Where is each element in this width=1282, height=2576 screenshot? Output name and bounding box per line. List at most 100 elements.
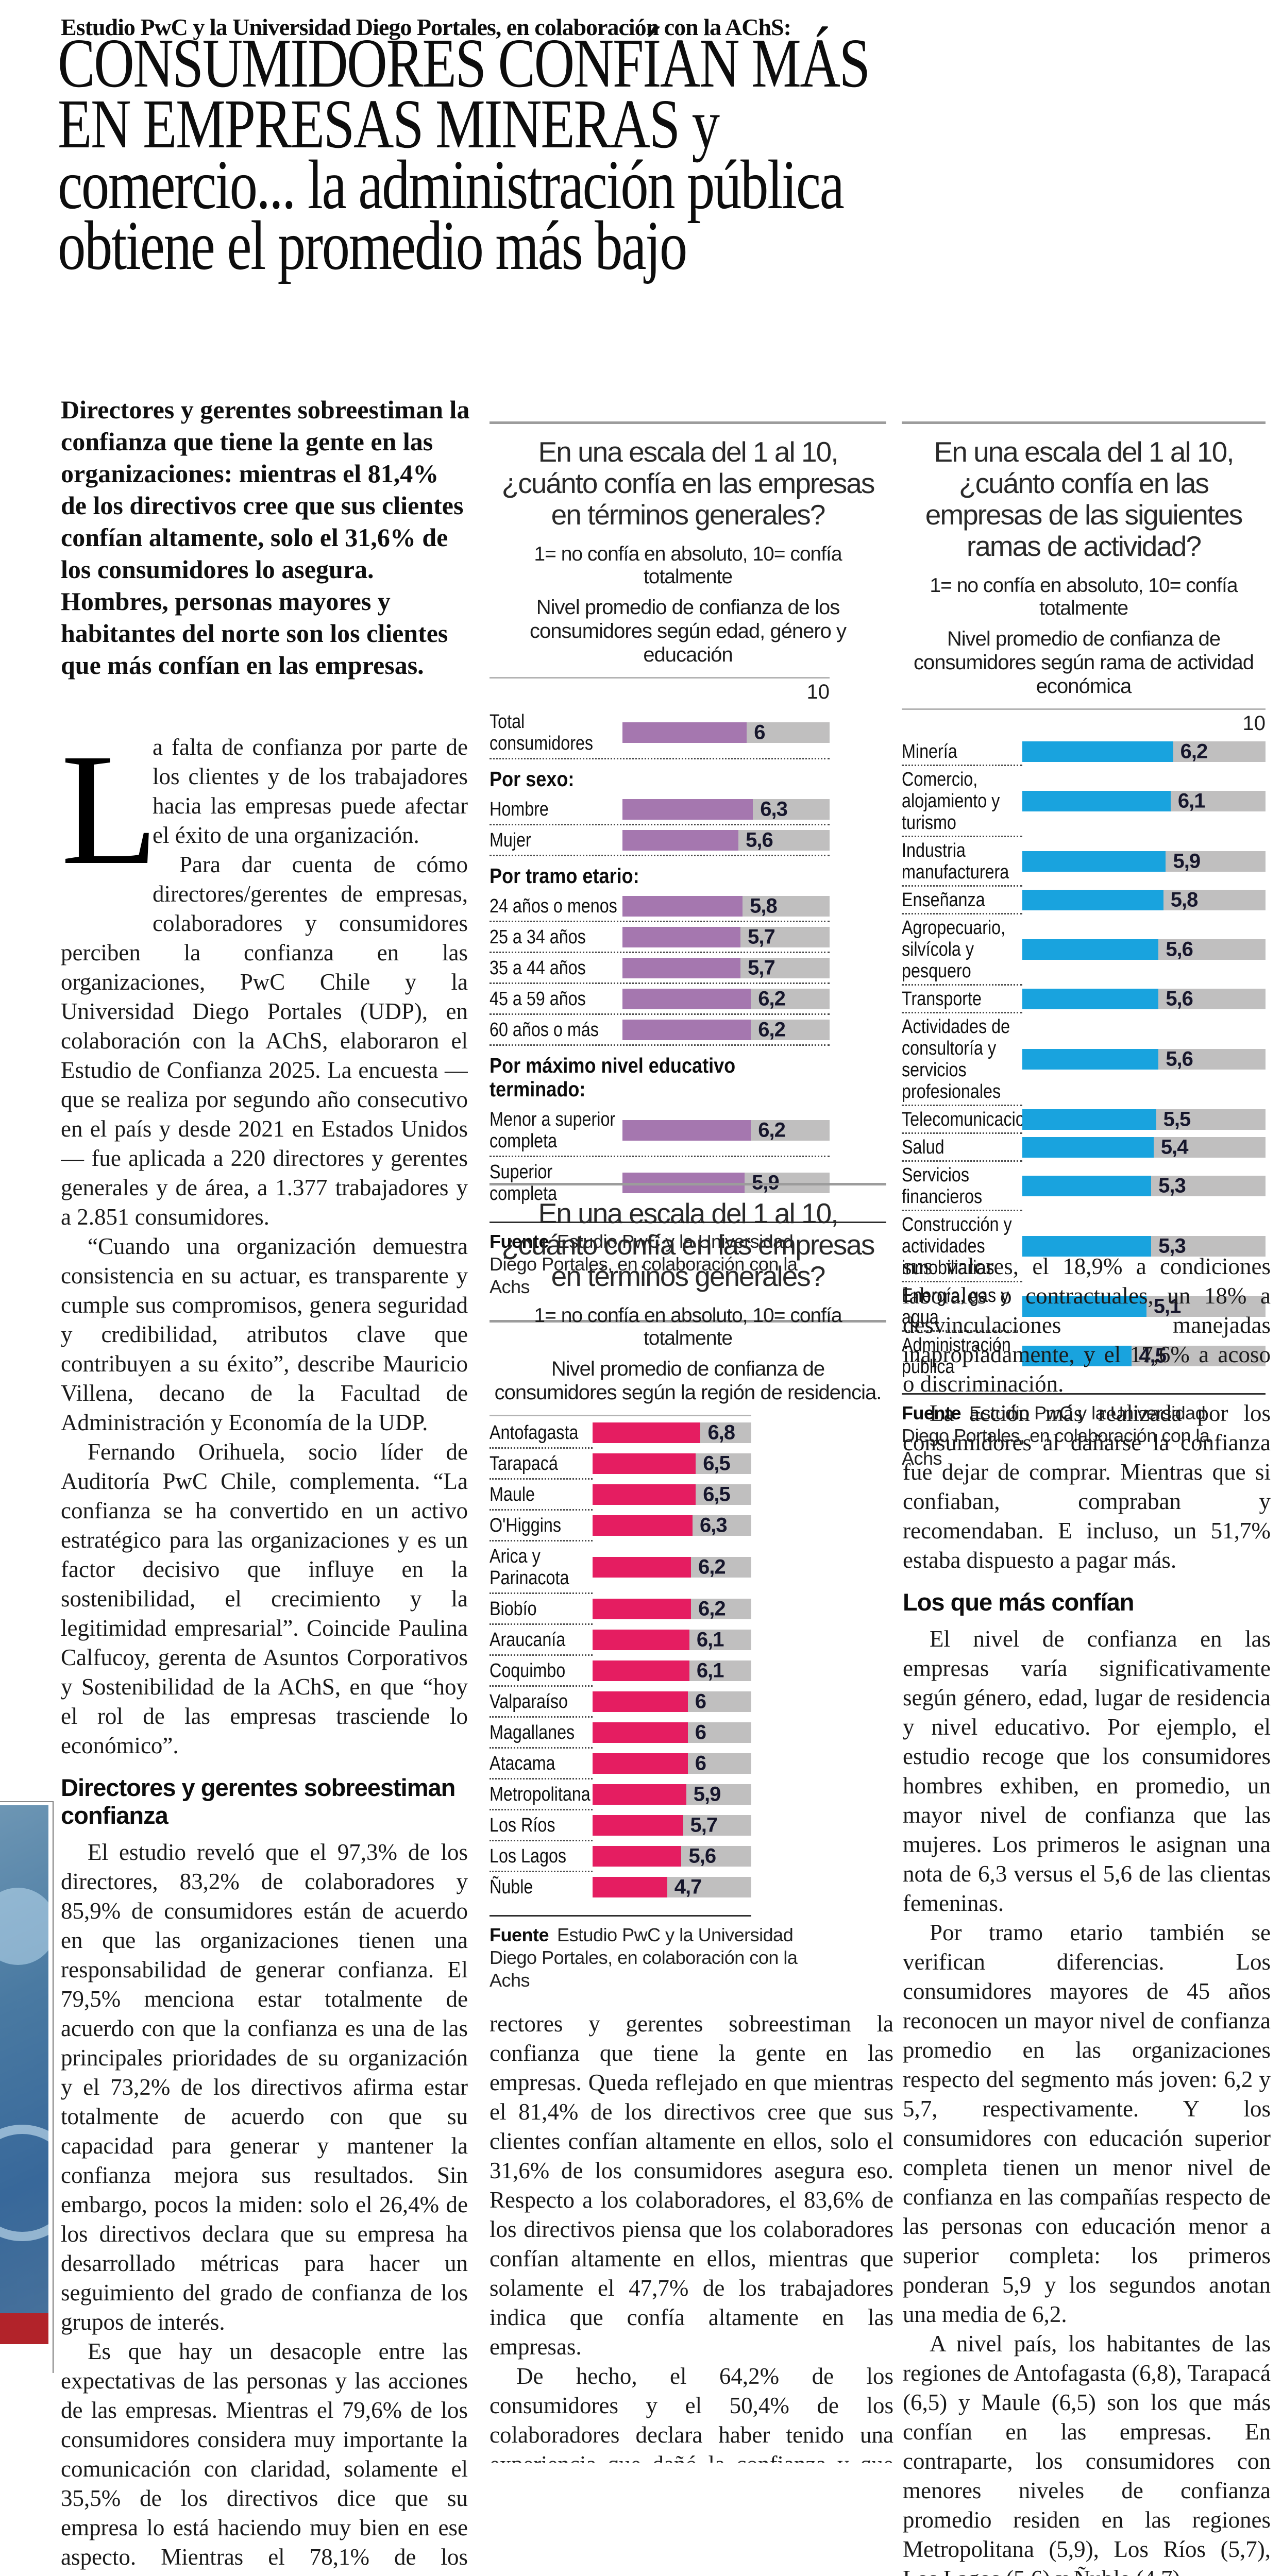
chart-row: Los Lagos 5,6 bbox=[490, 1841, 751, 1872]
chart-bar-label: Menor a superior completa bbox=[490, 1109, 616, 1152]
chart-row: 60 años o más 6,2 bbox=[490, 1014, 830, 1046]
paragraph: La acción más realizada por los consumid… bbox=[903, 1400, 1271, 1573]
source-text: Estudio PwC y la Universidad Diego Porta… bbox=[902, 1402, 1210, 1469]
left-paragraphs: Para dar cuenta de cómo directores/geren… bbox=[61, 850, 468, 1760]
chart-row: Salud 5,4 bbox=[902, 1133, 1266, 1162]
chart-row: Comercio, alojamiento y turismo 6,1 bbox=[902, 766, 1266, 837]
headline: CONSUMIDORES CONFÍAN MÁS EN EMPRESAS MIN… bbox=[58, 28, 1237, 284]
chart-row: Magallanes 6 bbox=[490, 1717, 751, 1749]
divider-rule bbox=[490, 421, 886, 424]
chart-bar-label: Hombre bbox=[490, 799, 549, 820]
chart-bar-label: Minería bbox=[902, 741, 957, 762]
intro-deck: Directores y gerentes sobreestiman la co… bbox=[61, 395, 470, 680]
chart-bar-fill bbox=[622, 989, 751, 1009]
chart-bar-label: Antofagasta bbox=[490, 1422, 579, 1444]
chart-row: Metropolitana 5,9 bbox=[490, 1779, 751, 1810]
chart-bar-value: 6,1 bbox=[696, 1628, 724, 1651]
chart-bar-value: 5,9 bbox=[693, 1783, 721, 1806]
chart-bar-label: Mujer bbox=[490, 829, 531, 851]
chart-scale-max-label: 10 bbox=[806, 681, 830, 703]
chart-confianza-demografia: En una escala del 1 al 10, ¿cuánto confí… bbox=[490, 421, 886, 1323]
chart-row: Servicios financieros 5,3 bbox=[902, 1161, 1266, 1211]
chart-bar-value: 5,7 bbox=[748, 925, 775, 948]
chart-row: Total consumidores 6 bbox=[490, 706, 830, 759]
chart-bar-label: Coquimbo bbox=[490, 1660, 566, 1682]
paragraph: El estudio reveló que el 97,3% de los di… bbox=[61, 1839, 468, 2335]
headline-line-4: obtiene el promedio más bajo bbox=[58, 207, 687, 284]
chart-bar-track: 5,3 bbox=[1022, 1235, 1266, 1258]
chart-bar-label: O'Higgins bbox=[490, 1515, 562, 1536]
chart-bar-label: Los Ríos bbox=[490, 1815, 555, 1836]
chart-row: Industria manufacturera 5,9 bbox=[902, 837, 1266, 887]
chart-bar-track: 5,6 bbox=[1022, 1048, 1266, 1071]
chart-bar-track: 5,1 bbox=[1022, 1295, 1266, 1318]
chart-bar-fill bbox=[1022, 1346, 1132, 1366]
chart-bar-track: 5,8 bbox=[622, 895, 830, 918]
chart-bar-track: 6,5 bbox=[593, 1452, 751, 1475]
chart-bar-fill bbox=[1022, 939, 1159, 960]
chart-confianza-ramas: En una escala del 1 al 10, ¿cuánto confí… bbox=[902, 421, 1266, 1470]
chart-bar-fill bbox=[593, 1753, 688, 1774]
chart-bar-fill bbox=[622, 896, 743, 917]
chart-rows: Minería 6,2 Comercio, alojamiento y turism… bbox=[902, 738, 1266, 1381]
chart-bar-value: 5,3 bbox=[1158, 1174, 1186, 1197]
paragraph: De hecho, el 64,2% de los consumidores y… bbox=[490, 2363, 893, 2463]
chart-row: Mujer 5,6 bbox=[490, 825, 830, 856]
chart-bar-fill bbox=[1022, 1236, 1152, 1257]
chart-bar-track: 5,9 bbox=[1022, 850, 1266, 873]
chart-bar-fill bbox=[593, 1630, 689, 1650]
source-label: Fuente bbox=[490, 1924, 549, 1945]
right-paragraphs: sus valores, el 18,9% a condiciones labo… bbox=[903, 1252, 1271, 1575]
chart-bar-value: 5,6 bbox=[746, 828, 773, 852]
chart-bar-fill bbox=[593, 1599, 691, 1619]
chart-row: Enseñanza 5,8 bbox=[902, 886, 1266, 914]
chart-bar-fill bbox=[1022, 1049, 1159, 1070]
chart-bar-label: Salud bbox=[902, 1137, 944, 1158]
chart-bar-track: 5,6 bbox=[1022, 938, 1266, 961]
chart-bottom-rule bbox=[490, 1222, 886, 1223]
chart-bar-fill bbox=[1022, 1296, 1146, 1317]
chart-bar-fill bbox=[593, 1846, 682, 1867]
chart-bar-value: 6,1 bbox=[1177, 789, 1206, 812]
chart-bar-fill bbox=[1022, 791, 1171, 811]
paragraph: El nivel de confianza en las empresas va… bbox=[903, 1626, 1271, 1916]
chart-bar-value: 6,2 bbox=[698, 1555, 726, 1579]
chart-bar-label: Maule bbox=[490, 1484, 535, 1505]
chart-bar-track: 5,6 bbox=[1022, 988, 1266, 1010]
chart-bar-value: 5,4 bbox=[1160, 1136, 1189, 1159]
chart-bar-value: 6,3 bbox=[760, 798, 788, 821]
chart-row: Agropecuario, silvícola y pesquero 5,6 bbox=[902, 914, 1266, 986]
chart-bar-label: 24 años o menos bbox=[490, 895, 617, 917]
chart-bar-label: Total consumidores bbox=[490, 711, 594, 754]
chart-bar-fill bbox=[593, 1422, 701, 1443]
chart-bar-track: 6 bbox=[593, 1721, 751, 1744]
chart-bar-value: 5,7 bbox=[748, 956, 775, 979]
kicker: Estudio PwC y la Universidad Diego Porta… bbox=[61, 14, 791, 40]
paragraph: Por tramo etario también se verifican di… bbox=[903, 1920, 1271, 2327]
chart-bar-track: 6,2 bbox=[593, 1598, 751, 1620]
chart-bar-track: 6,3 bbox=[622, 798, 830, 821]
chart-source: Fuente Estudio PwC y la Universidad Diego… bbox=[490, 1924, 809, 1992]
chart-bar-label: 60 años o más bbox=[490, 1019, 599, 1041]
chart-row: Coquimbo 6,1 bbox=[490, 1655, 751, 1687]
chart-title: En una escala del 1 al 10, ¿cuánto confí… bbox=[501, 1197, 875, 1292]
chart-group-header: Por tramo etario: bbox=[490, 864, 639, 888]
chart-row: Construcción y actividades inmobiliarias… bbox=[902, 1211, 1266, 1282]
chart-bar-fill bbox=[593, 1784, 686, 1805]
divider-rule bbox=[490, 1183, 886, 1185]
chart-scale-note: 1= no confía en absoluto, 10= confía tot… bbox=[534, 1304, 842, 1349]
chart-bar-value: 6,3 bbox=[700, 1514, 728, 1537]
chart-group-header: Por sexo: bbox=[490, 767, 575, 791]
chart-bar-fill bbox=[593, 1484, 696, 1505]
chart-bar-value: 4,7 bbox=[674, 1875, 702, 1899]
chart-bar-fill bbox=[1022, 851, 1166, 872]
chart-bar-track: 5,6 bbox=[593, 1845, 751, 1868]
chart-bar-value: 5,6 bbox=[1166, 938, 1193, 961]
chart-bar-fill bbox=[593, 1453, 696, 1474]
chart-row: Energía, gas y agua 5,1 bbox=[902, 1282, 1266, 1332]
chart-bar-track: 6,2 bbox=[622, 988, 830, 1010]
chart-bottom-rule bbox=[902, 1393, 1266, 1395]
chart-bar-fill bbox=[1022, 890, 1163, 910]
chart-bar-label: Valparaíso bbox=[490, 1691, 568, 1713]
